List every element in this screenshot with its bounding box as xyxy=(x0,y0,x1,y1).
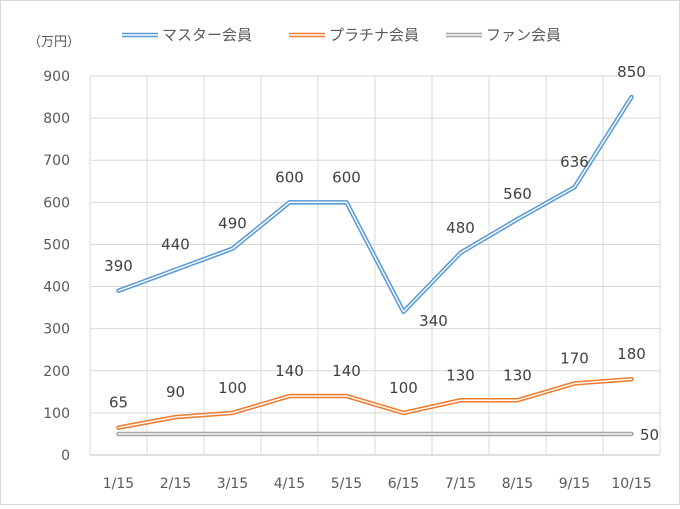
y-tick-label: 200 xyxy=(43,364,70,380)
x-tick-label: 6/15 xyxy=(388,476,419,492)
legend-item: プラチナ会員 xyxy=(289,26,419,44)
data-label: 600 xyxy=(332,168,361,186)
x-axis-tick-labels: 1/15 2/15 3/15 4/15 5/15 6/15 7/15 8/15 9/15 10/1… xyxy=(103,476,652,492)
x-tick-label: 8/15 xyxy=(502,476,533,492)
y-tick-label: 800 xyxy=(43,111,70,127)
x-tick-label: 3/15 xyxy=(217,476,248,492)
gridlines xyxy=(89,75,661,456)
series-line-inner xyxy=(117,378,633,429)
legend-label: ファン会員 xyxy=(486,26,561,44)
data-label: 180 xyxy=(617,345,646,363)
data-label: 140 xyxy=(275,362,304,380)
data-label: 480 xyxy=(446,219,475,237)
legend-label: プラチナ会員 xyxy=(329,26,419,44)
data-label: 130 xyxy=(446,366,475,384)
legend-item: ファン会員 xyxy=(446,26,561,44)
data-label: 130 xyxy=(503,366,532,384)
x-tick-label: 5/15 xyxy=(331,476,362,492)
series-line xyxy=(116,94,634,315)
y-tick-label: 100 xyxy=(43,406,70,422)
legend-label: マスター会員 xyxy=(162,26,252,44)
x-tick-label: 2/15 xyxy=(160,476,191,492)
x-tick-label: 1/15 xyxy=(103,476,134,492)
data-label: 140 xyxy=(332,362,361,380)
y-axis-tick-labels: 0 100 200 300 400 500 600 700 800 900 xyxy=(43,69,70,464)
x-tick-label: 7/15 xyxy=(445,476,476,492)
x-tick-label: 9/15 xyxy=(559,476,590,492)
data-label: 490 xyxy=(218,215,247,233)
y-axis-unit-label: （万円） xyxy=(28,35,80,50)
y-tick-label: 400 xyxy=(43,280,70,296)
y-tick-label: 300 xyxy=(43,322,70,338)
y-tick-label: 700 xyxy=(43,153,70,169)
data-label: 100 xyxy=(389,379,418,397)
data-label: 560 xyxy=(503,185,532,203)
legend: マスター会員 プラチナ会員 ファン会員 xyxy=(122,26,561,44)
x-tick-label: 10/15 xyxy=(611,476,651,492)
data-label: 50 xyxy=(640,426,659,444)
data-label: 636 xyxy=(560,153,589,171)
data-label: 440 xyxy=(161,236,190,254)
series-lines xyxy=(116,94,634,437)
y-tick-label: 600 xyxy=(43,195,70,211)
data-label: 390 xyxy=(104,257,133,275)
series-line-inner xyxy=(117,96,633,313)
data-label: 90 xyxy=(166,383,185,401)
y-tick-label: 500 xyxy=(43,237,70,253)
y-tick-label: 900 xyxy=(43,69,70,85)
data-label: 850 xyxy=(617,63,646,81)
data-label: 600 xyxy=(275,168,304,186)
y-tick-label: 0 xyxy=(61,448,70,464)
data-label: 65 xyxy=(109,394,128,412)
series-line xyxy=(116,376,634,430)
data-label: 340 xyxy=(419,312,448,330)
x-tick-label: 4/15 xyxy=(274,476,305,492)
data-label: 100 xyxy=(218,379,247,397)
data-label: 170 xyxy=(560,349,589,367)
legend-item: マスター会員 xyxy=(122,26,252,44)
data-labels: 390 440 490 600 600 340 480 560 636 850 65 90 100 140… xyxy=(104,63,659,444)
